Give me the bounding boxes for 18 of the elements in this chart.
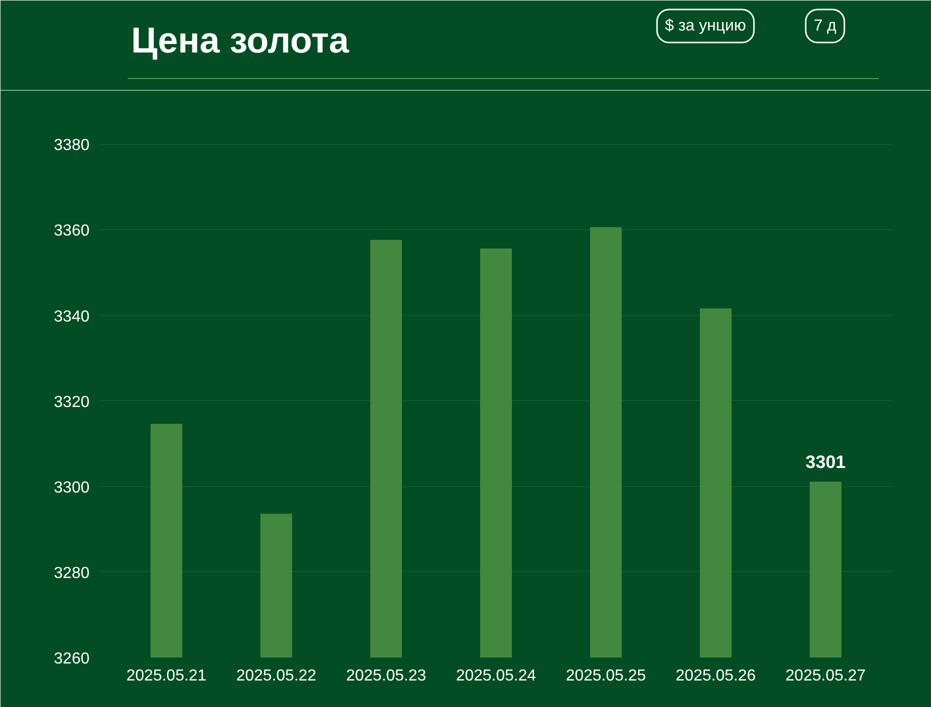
y-tick-label: 3380 [54,137,90,154]
y-tick-label: 3280 [54,564,90,582]
chart-title: Цена золота [131,20,350,60]
y-tick-label: 3260 [54,650,90,668]
x-tick-label: 2025.05.21 [126,668,207,684]
x-tick-label: 2025.05.23 [346,668,426,684]
x-tick-label: 2025.05.25 [566,668,646,684]
y-tick-label: 3340 [54,308,90,326]
x-tick-label: 2025.05.24 [456,668,536,684]
y-tick-label: 3360 [54,222,90,240]
text: $ за унцию [665,18,746,34]
x-tick-label: 2025.05.22 [236,668,316,684]
y-tick-label: 3320 [54,394,90,411]
data-label: 3301 [806,452,846,472]
y-tick-label: 3300 [54,479,90,496]
x-tick-label: 2025.05.26 [676,668,756,684]
x-tick-label: 2025.05.27 [786,668,866,684]
text: 7 д [814,18,838,34]
